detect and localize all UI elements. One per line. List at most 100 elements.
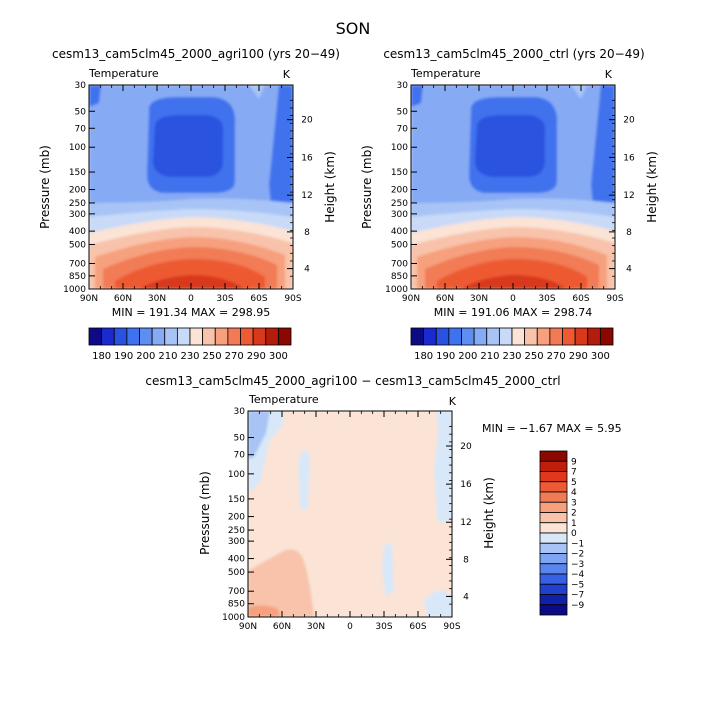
colorbar-label: 270 bbox=[547, 351, 566, 362]
x-tick-label: 0 bbox=[510, 294, 516, 304]
y-tick-label: 850 bbox=[391, 272, 408, 282]
colorbar-label: −3 bbox=[571, 560, 584, 570]
colorbar-label: 4 bbox=[571, 488, 577, 498]
x-tick-label: 60N bbox=[114, 294, 132, 304]
colorbar-swatch bbox=[240, 327, 254, 346]
colorbar-swatch bbox=[113, 327, 128, 346]
x-tick-label: 60N bbox=[436, 294, 454, 304]
colorbar-label: 190 bbox=[436, 351, 455, 362]
colorbar-swatch bbox=[539, 471, 568, 483]
y2-axis-label: Height (km) bbox=[323, 151, 337, 222]
colorbar-swatch bbox=[486, 327, 500, 346]
y-tick-label: 250 bbox=[391, 199, 408, 209]
height-tick-label: 16 bbox=[460, 480, 472, 490]
colorbar-swatch bbox=[539, 522, 568, 534]
colorbar-swatch bbox=[536, 327, 551, 346]
colorbar-swatch bbox=[539, 604, 568, 616]
y-tick-label: 500 bbox=[228, 568, 245, 578]
x-tick-label: 90S bbox=[443, 622, 460, 632]
x-tick-label: 30N bbox=[470, 294, 488, 304]
y-tick-label: 70 bbox=[397, 124, 409, 134]
y-tick-label: 200 bbox=[228, 513, 245, 523]
y-tick-label: 300 bbox=[391, 210, 408, 220]
y-tick-label: 70 bbox=[234, 451, 246, 461]
colorbar-label: 300 bbox=[269, 351, 288, 362]
contour-field bbox=[89, 85, 293, 289]
x-tick-label: 0 bbox=[347, 622, 353, 632]
colorbar-swatch bbox=[539, 481, 568, 493]
x-tick-label: 30S bbox=[216, 294, 233, 304]
y-tick-label: 300 bbox=[228, 537, 245, 547]
y-tick-label: 850 bbox=[69, 272, 86, 282]
y-tick-label: 300 bbox=[69, 210, 86, 220]
colorbar-swatch bbox=[252, 327, 267, 346]
colorbar-swatch bbox=[101, 327, 115, 346]
y-tick-label: 400 bbox=[391, 227, 408, 237]
colorbar-label: 250 bbox=[525, 351, 544, 362]
panel-agri100: cesm13_cam5clm45_2000_agri100 (yrs 20−49… bbox=[38, 47, 340, 362]
colorbar-label: 1 bbox=[571, 519, 577, 529]
colorbar-label: −9 bbox=[571, 601, 585, 611]
colorbar-swatch bbox=[539, 450, 568, 462]
y-tick-label: 250 bbox=[228, 526, 245, 536]
colorbar-label: 180 bbox=[414, 351, 433, 362]
height-tick-label: 20 bbox=[623, 116, 635, 126]
colorbar-swatch bbox=[164, 327, 178, 346]
axes: 90N 60N 30N 0 30S 60S 90S 30 50 70 100 150 200 250300… bbox=[385, 81, 635, 304]
colorbar-swatch bbox=[435, 327, 450, 346]
colorbar-label: −2 bbox=[571, 550, 584, 560]
colorbar-swatch bbox=[461, 327, 475, 346]
height-tick-label: 4 bbox=[463, 592, 469, 602]
colorbar-swatch bbox=[126, 327, 140, 346]
y-tick-label: 1000 bbox=[63, 285, 86, 295]
y-tick-label: 100 bbox=[228, 470, 245, 480]
colorbar-swatch bbox=[176, 327, 191, 346]
colorbar-swatch bbox=[511, 327, 526, 346]
colorbar-swatch bbox=[562, 327, 576, 346]
colorbar-swatch bbox=[539, 532, 568, 544]
x-tick-label: 90N bbox=[402, 294, 420, 304]
colorbar-swatch bbox=[139, 327, 153, 346]
y2-axis-label: Height (km) bbox=[645, 151, 659, 222]
colorbar-label: −1 bbox=[571, 539, 584, 549]
colorbar-swatch bbox=[214, 327, 229, 346]
y-tick-label: 400 bbox=[69, 227, 86, 237]
height-tick-label: 16 bbox=[301, 153, 313, 163]
y-tick-label: 200 bbox=[69, 186, 86, 196]
y-tick-label: 30 bbox=[234, 407, 246, 417]
colorbar-swatch bbox=[473, 327, 488, 346]
contour-field bbox=[411, 85, 615, 289]
colorbar-label: 9 bbox=[571, 457, 577, 467]
panel-title: cesm13_cam5clm45_2000_agri100 − cesm13_c… bbox=[145, 374, 560, 388]
stats-text: MIN = −1.67 MAX = 5.95 bbox=[482, 422, 622, 435]
colorbar-swatch bbox=[151, 327, 166, 346]
x-tick-label: 0 bbox=[188, 294, 194, 304]
variable-label: Temperature bbox=[88, 67, 159, 80]
colorbar-swatch bbox=[88, 327, 103, 346]
y-tick-label: 400 bbox=[228, 555, 245, 565]
colorbar-swatch bbox=[539, 460, 568, 472]
colorbar-swatch bbox=[539, 583, 568, 595]
y-tick-label: 150 bbox=[69, 168, 86, 178]
colorbar-swatch bbox=[599, 327, 614, 346]
units-label: K bbox=[449, 395, 457, 408]
colorbar-label: 3 bbox=[571, 498, 577, 508]
variable-label: Temperature bbox=[410, 67, 481, 80]
x-tick-label: 30S bbox=[538, 294, 555, 304]
y-tick-label: 1000 bbox=[222, 613, 245, 623]
y-tick-label: 250 bbox=[69, 199, 86, 209]
x-tick-label: 30S bbox=[375, 622, 392, 632]
stats-text: MIN = 191.34 MAX = 298.95 bbox=[112, 306, 270, 319]
colorbar-label: 190 bbox=[114, 351, 133, 362]
y-tick-label: 70 bbox=[75, 124, 87, 134]
colorbar-label: 250 bbox=[203, 351, 222, 362]
y-tick-label: 100 bbox=[391, 143, 408, 153]
colorbar-label: 300 bbox=[591, 351, 610, 362]
x-tick-label: 60S bbox=[250, 294, 267, 304]
stats-text: MIN = 191.06 MAX = 298.74 bbox=[434, 306, 592, 319]
x-tick-label: 30N bbox=[307, 622, 325, 632]
colorbar-swatch bbox=[423, 327, 437, 346]
colorbar-label: 230 bbox=[502, 351, 521, 362]
axes: 90N 60N 30N 0 30S 60S 90S 30 50 70 100 150 200 250300… bbox=[222, 407, 472, 632]
y-tick-label: 30 bbox=[397, 81, 409, 91]
